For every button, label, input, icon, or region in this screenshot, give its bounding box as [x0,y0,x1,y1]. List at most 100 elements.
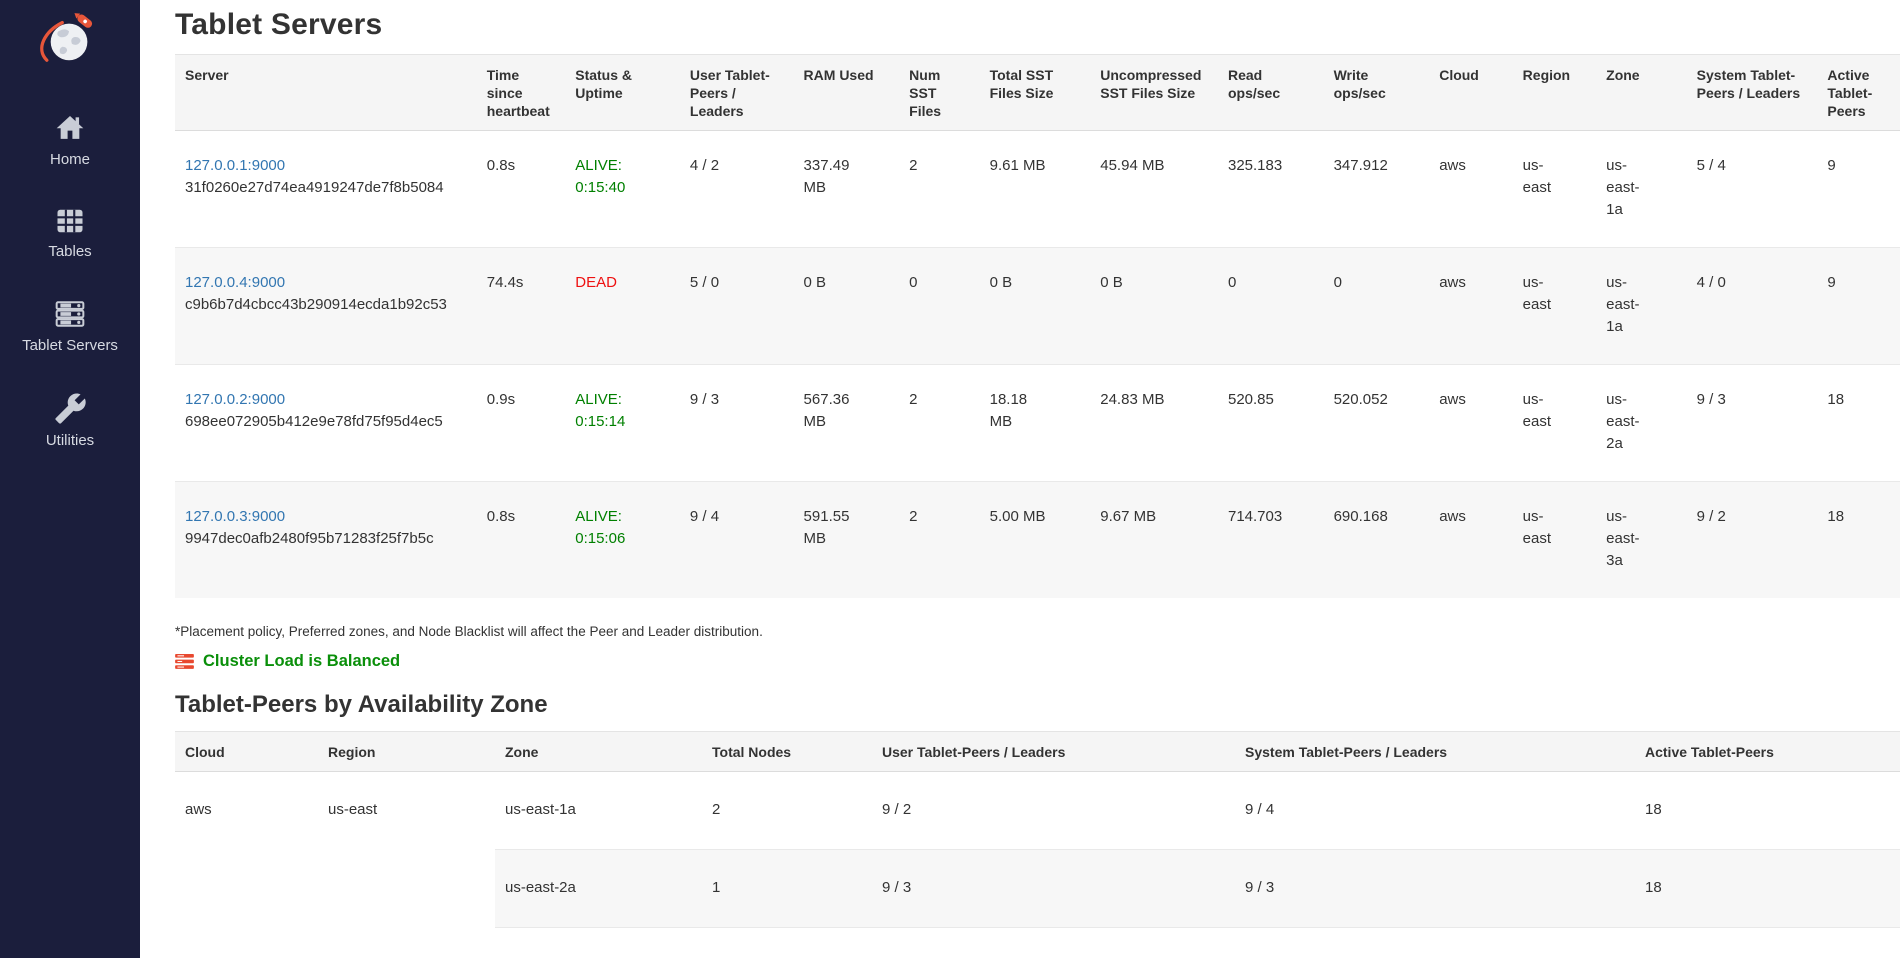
col-header-region: Region [318,731,495,772]
zones-header-row: Cloud Region Zone Total Nodes User Table… [175,731,1900,772]
col-header-cloud: Cloud [175,731,318,772]
total-sst-cell: 9.61 MB [989,157,1046,174]
region-cell: us-east [318,771,495,958]
ram-cell: 337.49 MB [803,157,850,196]
sidebar-item-utilities[interactable]: Utilities [0,392,140,449]
read-ops-cell: 0 [1227,274,1237,291]
table-row: 127.0.0.1:9000 31f0260e27d74ea4919247de7… [175,131,1900,248]
active-peers-cell: 18 [1827,508,1845,525]
region-cell: us-east [1522,157,1552,196]
system-peers-cell: 5 / 4 [1696,157,1726,174]
system-peers-cell: 9 / 4 [1245,801,1275,818]
cloud-cell: aws [1439,274,1466,291]
server-address-link[interactable]: 127.0.0.1:9000 [185,157,286,174]
col-header-read-ops: Read ops/sec [1217,54,1324,131]
user-peers-cell: 5 / 0 [689,274,720,291]
col-header-num-sst: Num SST Files [899,54,980,131]
server-address-link[interactable]: 127.0.0.3:9000 [185,508,286,525]
zones-table: Cloud Region Zone Total Nodes User Table… [175,731,1900,958]
sidebar-item-home[interactable]: Home [0,112,140,168]
sidebar-item-label: Utilities [45,432,95,449]
total-sst-cell: 18.18 MB [989,391,1028,430]
total-nodes-cell: 1 [702,928,872,958]
uncompressed-sst-cell: 0 B [1100,274,1123,291]
cluster-load-status: Cluster Load is Balanced [175,652,1900,671]
region-cell: us-east [1522,508,1552,547]
server-address-link[interactable]: 127.0.0.4:9000 [185,274,286,291]
write-ops-cell: 520.052 [1333,391,1388,408]
zone-cell: us-east-3a [1606,508,1640,569]
utilities-icon [54,393,86,424]
num-sst-cell: 2 [909,391,918,408]
table-row: 127.0.0.4:9000 c9b6b7d4cbcc43b290914ecda… [175,247,1900,365]
zone-cell: us-east-2a [1606,391,1640,452]
zone-cell: us-east-1a [1606,157,1640,218]
heartbeat-cell: 0.8s [486,157,516,174]
read-ops-cell: 325.183 [1227,157,1283,174]
active-peers-cell: 9 [1827,157,1836,174]
col-header-region: Region [1512,54,1597,131]
sidebar: Home Tables Tablet Servers [0,0,140,958]
total-nodes-cell: 2 [712,801,721,818]
zone-cell: us-east-1a [1606,274,1640,335]
system-peers-cell: 4 / 0 [1696,274,1726,291]
ram-cell: 567.36 MB [803,391,850,430]
sidebar-item-label: Tables [48,243,92,260]
zone-cell: us-east-2a [505,879,576,896]
col-header-uncompressed-sst: Uncompressed SST Files Size [1090,54,1218,131]
heartbeat-cell: 74.4s [486,274,524,291]
tables-icon [57,209,83,233]
write-ops-cell: 347.912 [1333,157,1388,174]
cloud-cell: aws [1439,391,1466,408]
active-peers-cell: 18 [1645,801,1662,818]
status-cell: ALIVE: 0:15:40 [575,157,626,196]
cloud-cell: aws [175,771,318,958]
ram-cell: 591.55 MB [803,508,850,547]
status-cell: ALIVE: 0:15:14 [575,391,626,430]
active-peers-cell: 9 [1827,274,1836,291]
heartbeat-cell: 0.9s [486,391,516,408]
ram-cell: 0 B [803,274,827,291]
server-address-link[interactable]: 127.0.0.2:9000 [185,391,286,408]
read-ops-cell: 714.703 [1227,508,1283,525]
col-header-total-sst: Total SST Files Size [979,54,1091,131]
col-header-active-peers: Active Tablet-Peers [1635,731,1900,772]
globe-rocket-logo-icon [40,13,93,62]
user-peers-cell: 9 / 3 [882,879,912,896]
sidebar-item-tablet-servers[interactable]: Tablet Servers [0,298,140,354]
system-peers-cell: 9 / 3 [1696,391,1726,408]
col-header-user-peers: User Tablet-Peers / Leaders [679,54,794,131]
col-header-cloud: Cloud [1429,54,1513,131]
read-ops-cell: 520.85 [1227,391,1274,408]
cloud-cell: aws [1439,508,1466,525]
sidebar-item-tables[interactable]: Tables [0,206,140,260]
total-sst-cell: 5.00 MB [989,508,1046,525]
active-peers-cell: 18 [1827,391,1845,408]
total-sst-cell: 0 B [989,274,1013,291]
col-header-system-peers: System Tablet-Peers / Leaders [1235,731,1635,772]
servers-header-row: Server Time since heartbeat Status & Upt… [175,54,1900,131]
col-header-heartbeat: Time since heartbeat [476,54,566,131]
uncompressed-sst-cell: 24.83 MB [1100,391,1165,408]
sidebar-nav: Home Tables Tablet Servers [0,112,140,449]
col-header-status: Status & Uptime [565,54,680,131]
col-header-user-peers: User Tablet-Peers / Leaders [872,731,1235,772]
heartbeat-cell: 0.8s [486,508,516,525]
placement-footnote: *Placement policy, Preferred zones, and … [175,624,763,639]
region-cell: us-east [1522,274,1552,313]
status-cell: ALIVE: 0:15:06 [575,508,626,547]
zone-cell: us-east-3a [495,928,702,958]
sidebar-item-label: Home [49,151,90,168]
total-nodes-cell: 1 [712,879,721,896]
col-header-total-nodes: Total Nodes [702,731,872,772]
zones-section-title: Tablet-Peers by Availability Zone [175,691,548,718]
write-ops-cell: 690.168 [1333,508,1388,525]
uncompressed-sst-cell: 45.94 MB [1100,157,1165,174]
col-header-system-peers: System Tablet-Peers / Leaders [1686,54,1818,131]
server-uuid: c9b6b7d4cbcc43b290914ecda1b92c53 [185,296,447,313]
user-peers-cell: 4 / 2 [689,157,720,174]
sidebar-item-label: Tablet Servers [22,337,118,354]
app-logo[interactable] [39,12,101,68]
load-balancer-icon [175,654,194,669]
home-icon [56,116,84,139]
